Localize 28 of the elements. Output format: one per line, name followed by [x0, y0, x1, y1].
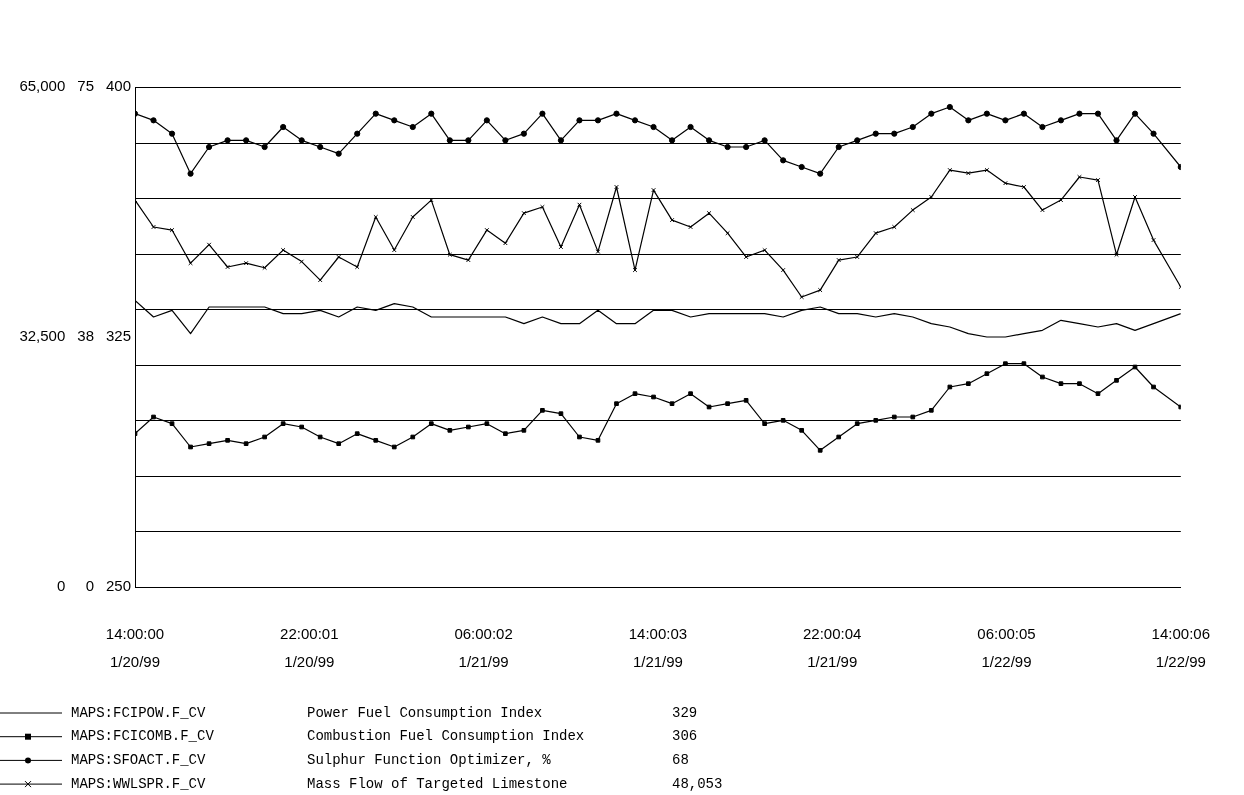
x-tick-label: 22:00:01 1/20/99	[280, 625, 339, 670]
y2-tick-label: 75	[77, 77, 94, 95]
y3-tick-label: 65,000	[19, 77, 66, 95]
y3-tick-label: 32,500	[19, 327, 66, 345]
legend-label: MAPS:FCIPOW.F_CV	[71, 704, 207, 721]
y-tick-label: 400	[105, 77, 131, 95]
text: Mass Flow of Targeted Limestone	[307, 775, 568, 792]
x-tick-label: 14:00:00 1/20/99	[105, 625, 165, 670]
x-tick-label: 14:00:03 1/21/99	[628, 625, 688, 670]
text: 306	[672, 728, 698, 745]
y3-tick-label: 0	[56, 577, 66, 595]
x-tick-label: 06:00:05 1/22/99	[977, 625, 1036, 670]
text: 68	[672, 752, 689, 769]
x-tick-label: 14:00:06 1/22/99	[1151, 625, 1210, 670]
text: Power Fuel Consumption Index	[307, 704, 543, 721]
text: 48,053	[672, 775, 723, 792]
text: Combustion Fuel Consumption Index	[307, 728, 585, 745]
text: 329	[672, 704, 698, 721]
legend-label: MAPS:WWLSPR.F_CV	[71, 775, 207, 792]
y-tick-label: 325	[105, 327, 131, 345]
legend-label: MAPS:FCICOMB.F_CV	[71, 728, 215, 745]
y2-tick-label: 38	[77, 327, 94, 345]
legend-label: MAPS:SFOACT.F_CV	[71, 752, 207, 769]
y2-tick-label: 0	[85, 577, 94, 595]
y-tick-label: 250	[105, 577, 131, 595]
text: Sulphur Function Optimizer, %	[307, 752, 552, 769]
x-tick-label: 06:00:02 1/21/99	[454, 625, 513, 670]
x-tick-label: 22:00:04 1/21/99	[803, 625, 862, 670]
